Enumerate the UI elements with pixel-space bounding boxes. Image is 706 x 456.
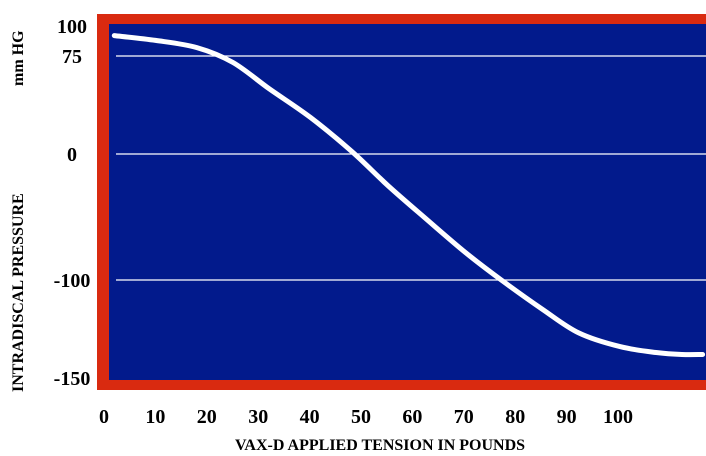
x-tick-label: 10 (145, 406, 165, 428)
x-tick-label: 100 (603, 406, 633, 428)
y-tick-label: 0 (67, 144, 77, 166)
y-tick-label: -100 (54, 270, 91, 292)
y-tick-label: -150 (54, 368, 91, 390)
x-tick-label: 40 (300, 406, 320, 428)
y-axis-unit: mm HG (10, 30, 27, 86)
y-axis-title-text: INTRADISCAL PRESSURE (10, 193, 27, 392)
y-tick-labels: 100 75 0 -100 -150 (54, 16, 91, 390)
x-tick-label: 60 (402, 406, 422, 428)
x-tick-label: 30 (248, 406, 268, 428)
x-tick-label: 70 (454, 406, 474, 428)
x-tick-label: 90 (557, 406, 577, 428)
y-tick-label: 75 (62, 46, 82, 68)
x-tick-labels: 0 10 20 30 40 50 60 70 80 90 100 (99, 406, 633, 428)
x-axis-title: VAX-D APPLIED TENSION IN POUNDS (235, 437, 525, 454)
y-axis-title: INTRADISCAL PRESSURE mm HG (10, 30, 27, 392)
x-tick-label: 0 (99, 406, 109, 428)
pressure-line (111, 33, 706, 358)
x-tick-label: 20 (197, 406, 217, 428)
x-tick-label: 50 (351, 406, 371, 428)
y-tick-label: 100 (57, 16, 87, 38)
x-tick-label: 80 (505, 406, 525, 428)
